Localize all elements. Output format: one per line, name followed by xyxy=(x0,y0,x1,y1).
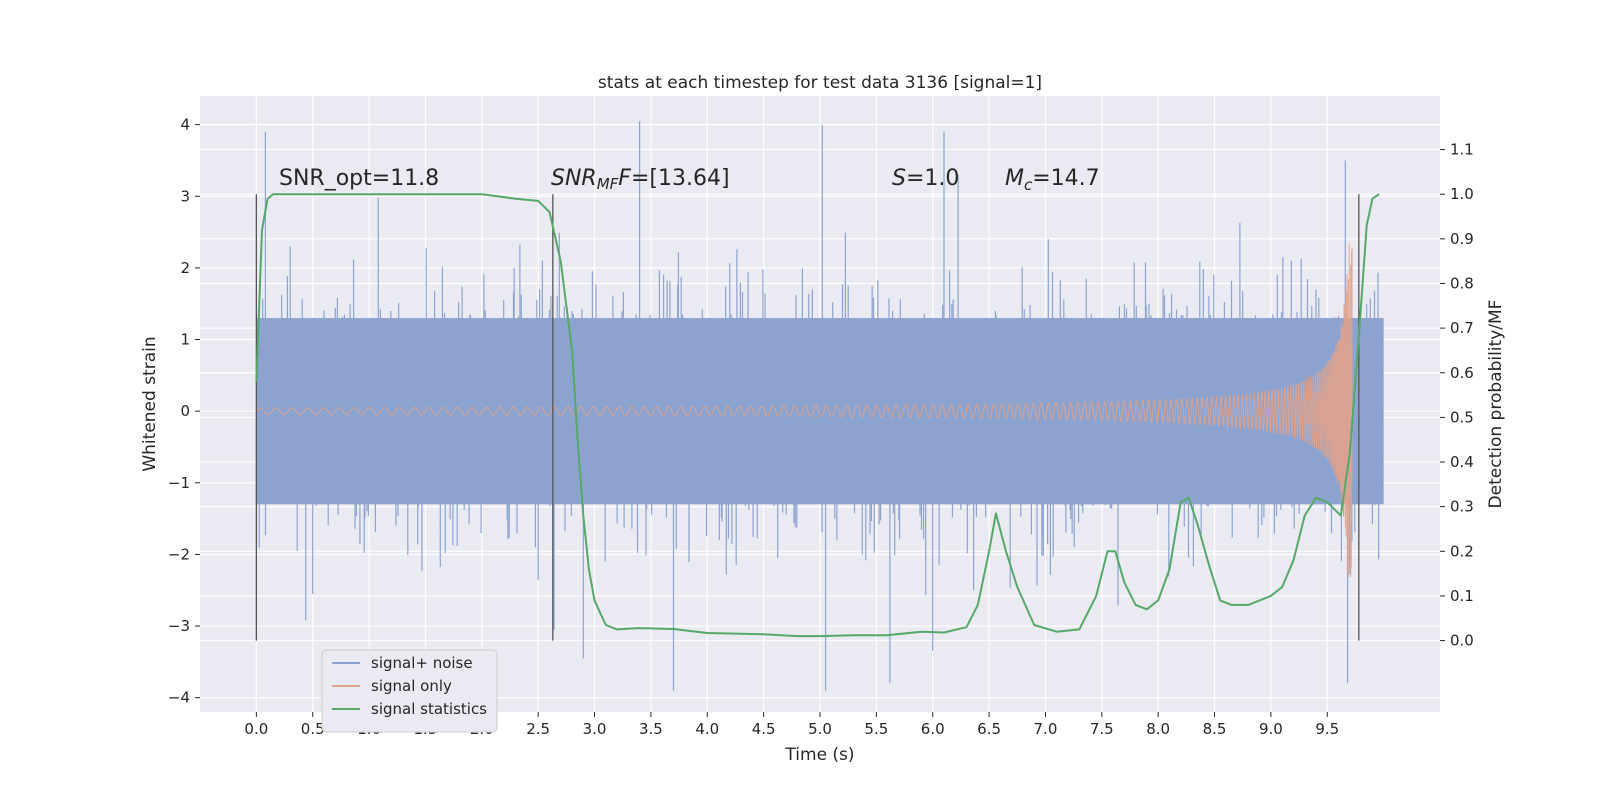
y2-tick-label: 0.2 xyxy=(1450,542,1474,560)
y2-tick-label: 0.1 xyxy=(1450,587,1474,605)
signal-statistics-series xyxy=(255,193,1380,638)
y2-tick-labels: 1.1 1.0 0.9 0.8 0.7 0.6 0.5 0.4 0.3 0.2 0.1 0.0 xyxy=(1440,141,1474,650)
x-tick-label: 2.5 xyxy=(526,720,550,738)
mc-subscript: c xyxy=(1024,176,1033,194)
x-tick-label: 4.5 xyxy=(752,720,776,738)
y2-tick-label: 0.8 xyxy=(1450,274,1474,292)
x-tick-label: 9.5 xyxy=(1315,720,1339,738)
mc-value: =14.7 xyxy=(1032,166,1099,191)
chart-title: stats at each timestep for test data 313… xyxy=(598,73,1042,93)
y2-tick-label: 0.3 xyxy=(1450,498,1474,516)
x-tick-label: 7.5 xyxy=(1090,720,1114,738)
snr-mf-symbol: SNR xyxy=(551,166,597,191)
signal-statistics-line xyxy=(255,193,1380,638)
x-tick-label: 8.0 xyxy=(1146,720,1170,738)
x-tick-label: 6.0 xyxy=(921,720,945,738)
vertical-markers xyxy=(255,194,1360,641)
mc-symbol: M xyxy=(1005,166,1024,191)
x-tick-label: 7.0 xyxy=(1034,720,1058,738)
y-tick-label: −3 xyxy=(168,617,190,635)
y-tick-label: 1 xyxy=(180,331,190,349)
y2-tick-label: 0.7 xyxy=(1450,319,1474,337)
annotation-snr-mf: SNRMFF=[13.64] xyxy=(551,166,730,193)
legend-label-stats: signal statistics xyxy=(371,700,487,718)
x-axis-label: Time (s) xyxy=(784,745,854,765)
x-tick-label: 3.0 xyxy=(583,720,607,738)
legend-label-signal: signal only xyxy=(371,677,452,695)
y2-tick-label: 0.9 xyxy=(1450,230,1474,248)
x-tick-labels: 0.00.51.01.52.02.53.03.54.04.55.05.56.06… xyxy=(244,712,1339,738)
y-axis-label: Whitened strain xyxy=(140,336,160,471)
y-tick-label: −4 xyxy=(168,689,190,707)
y2-tick-label: 1.0 xyxy=(1450,185,1474,203)
x-tick-label: 8.5 xyxy=(1203,720,1227,738)
signal-only-series xyxy=(255,243,1353,578)
x-tick-label: 3.5 xyxy=(639,720,663,738)
x-tick-label: 0.5 xyxy=(301,720,325,738)
annotation-mc: Mc=14.7 xyxy=(1005,166,1100,194)
x-tick-label: 0.0 xyxy=(244,720,268,738)
y-tick-label: −2 xyxy=(168,545,190,563)
s-symbol: S xyxy=(892,166,906,191)
legend: signal+ noise signal only signal statist… xyxy=(321,649,498,733)
y-tick-label: 4 xyxy=(180,116,190,134)
y-tick-label: −1 xyxy=(168,474,190,492)
y2-tick-label: 0.4 xyxy=(1450,453,1474,471)
legend-box xyxy=(321,649,498,733)
x-tick-label: 6.5 xyxy=(977,720,1001,738)
y2-tick-label: 1.1 xyxy=(1450,141,1474,159)
y2-tick-label: 0.0 xyxy=(1450,632,1474,650)
y2-tick-label: 0.5 xyxy=(1450,408,1474,426)
y2-tick-label: 0.6 xyxy=(1450,364,1474,382)
x-tick-label: 9.0 xyxy=(1259,720,1283,738)
s-value: =1.0 xyxy=(906,166,959,191)
annotation-snr-opt: SNR_opt=11.8 xyxy=(279,166,439,191)
x-tick-label: 4.0 xyxy=(695,720,719,738)
snr-mf-subscript: MF xyxy=(597,175,619,193)
annotation-s: S=1.0 xyxy=(892,166,959,191)
x-tick-label: 5.0 xyxy=(808,720,832,738)
x-tick-label: 5.5 xyxy=(864,720,888,738)
y-tick-label: 2 xyxy=(180,259,190,277)
legend-label-noise: signal+ noise xyxy=(371,654,473,672)
y-tick-labels: 4 3 2 1 0 −1 −2 −3 −4 xyxy=(168,116,200,707)
y2-axis-label: Detection probability/MF xyxy=(1486,300,1506,509)
signal-only-line xyxy=(255,243,1353,578)
y-tick-label: 0 xyxy=(180,402,190,420)
y-tick-label: 3 xyxy=(180,187,190,205)
snr-mf-value: =[13.64] xyxy=(631,166,730,191)
